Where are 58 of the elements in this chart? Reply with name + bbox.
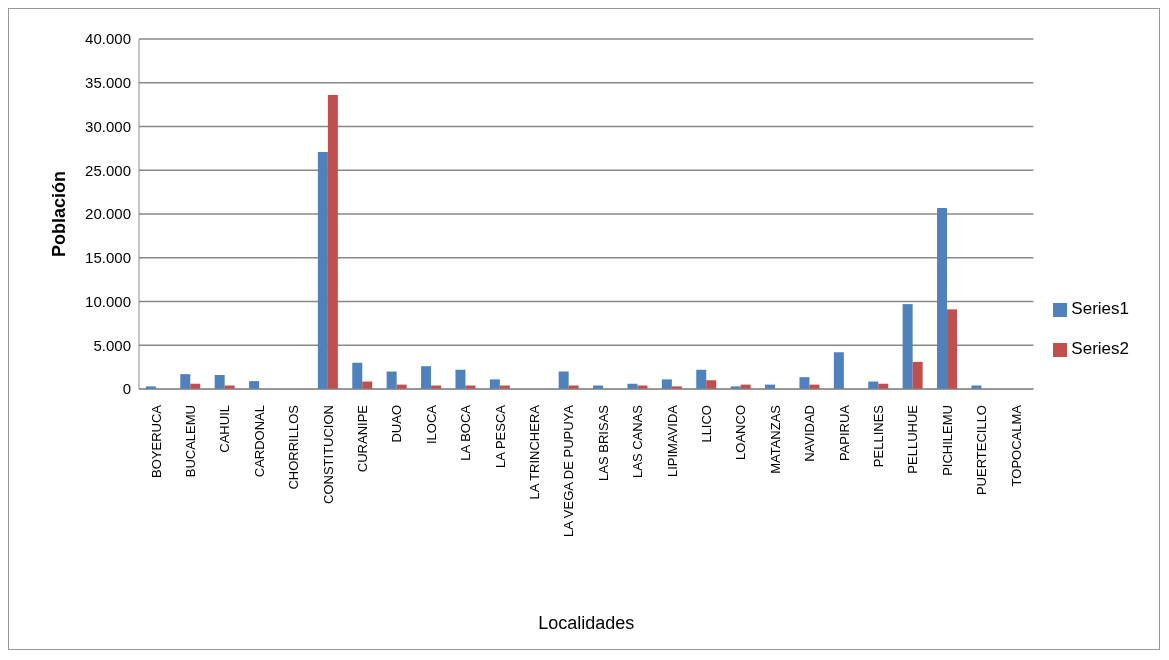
x-tick-label: LA VEGA DE PUPUYA [561,404,577,537]
bar [661,379,672,389]
bar [833,352,844,389]
x-tick-label: CAHUIL [217,405,233,453]
x-tick-label: LIPIMAVIDA [664,404,680,478]
x-tick-label: LOANCO [733,405,749,460]
bar [558,371,569,389]
bar [327,95,338,389]
bar [947,309,958,389]
y-tick-label: 0 [122,380,131,398]
y-tick-label: 35.000 [85,74,131,92]
bar [421,366,432,389]
bar [214,375,225,389]
x-tick-label: PUERTECILLO [974,405,990,496]
y-axis-title: Población [49,170,70,258]
x-tick-label: PELLUHUE [905,404,921,474]
x-tick-label: LA TRINCHERA [527,404,543,500]
bar [706,380,717,389]
y-tick-label: 25.000 [85,161,131,179]
y-tick-label: 5.000 [93,336,131,354]
x-tick-label: PICHILEMU [939,405,955,476]
x-tick-label: BOYERUCA [148,404,164,478]
legend-label: Series1 [1071,299,1129,318]
y-tick-label: 20.000 [85,205,131,223]
x-tick-label: DUAO [389,405,405,443]
bar [455,369,466,389]
x-tick-label: ILOCA [423,404,439,445]
x-tick-label: LLICO [699,405,715,443]
x-tick-label: LA BOCA [458,404,474,461]
x-tick-label: PAPIRUA [836,404,852,462]
y-tick-label: 15.000 [85,249,131,267]
x-tick-label: LA PESCA [492,404,508,468]
bar [489,379,500,389]
x-tick-label: TOPOCALMA [1008,404,1024,487]
bar [352,362,363,389]
x-tick-label: CONSTITUCION [320,405,336,504]
x-axis-title: Localidades [538,613,635,633]
bar [902,304,913,389]
y-tick-label: 10.000 [85,292,131,310]
x-tick-label: MATANZAS [767,404,783,474]
x-tick-label: LAS CANAS [630,404,646,478]
bar [317,151,328,389]
bar [912,361,923,389]
y-tick-label: 30.000 [85,117,131,135]
bar [696,369,707,389]
x-tick-label: LAS BRISAS [595,404,611,481]
legend-label: Series2 [1071,339,1129,358]
x-tick-label: PELLINES [871,404,887,468]
bar [937,207,948,389]
x-tick-label: CHORRILLOS [286,404,302,490]
x-tick-label: CARDONAL [251,405,267,478]
x-tick-label: NAVIDAD [802,405,818,462]
bar [180,374,191,389]
bar [799,377,810,389]
x-tick-label: BUCALEMU [183,405,199,478]
bar [386,371,397,389]
x-tick-label: CURANIPE [355,404,371,473]
y-tick-label: 40.000 [85,30,131,48]
